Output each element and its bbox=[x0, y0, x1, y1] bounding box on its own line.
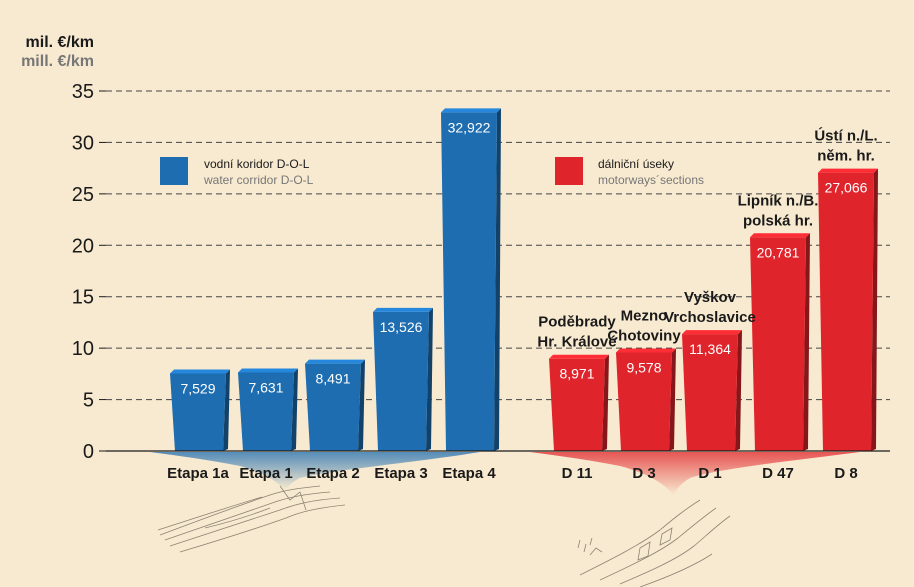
bar bbox=[170, 373, 226, 451]
y-tick-label: 0 bbox=[83, 441, 94, 463]
y-tick-label: 25 bbox=[72, 184, 94, 206]
legend-swatch-motorway bbox=[555, 157, 583, 185]
bar-side bbox=[426, 307, 433, 451]
y-tick-label: 35 bbox=[72, 81, 94, 103]
x-tick-label: D 11 bbox=[562, 465, 593, 482]
bar-top bbox=[441, 108, 501, 113]
bar-top bbox=[373, 307, 433, 312]
bar bbox=[750, 237, 806, 451]
bar-annotation: Vyškov bbox=[684, 289, 737, 306]
legend-motorway: dálniční úseky motorways´sections bbox=[555, 157, 704, 187]
bar-annotation: Hr. Králové bbox=[537, 334, 616, 351]
bar-top bbox=[305, 359, 365, 364]
data-label: 27,066 bbox=[825, 180, 868, 196]
bar bbox=[549, 358, 605, 451]
bar-annotation: Lipník n./B. bbox=[738, 192, 819, 209]
road-sketch bbox=[577, 499, 731, 587]
bar-top bbox=[818, 168, 878, 173]
bar-side bbox=[803, 233, 810, 451]
legend-label-water-en: water corridor D-O-L bbox=[203, 173, 314, 187]
bar-side bbox=[871, 168, 878, 451]
data-label: 20,781 bbox=[757, 244, 800, 260]
x-tick-label: Etapa 1a bbox=[167, 465, 229, 482]
bar-side bbox=[735, 330, 742, 451]
river-sketch bbox=[157, 485, 346, 553]
data-label: 8,491 bbox=[315, 371, 350, 387]
x-tick-label: Etapa 2 bbox=[306, 465, 359, 482]
bar-top bbox=[238, 368, 298, 373]
bar bbox=[441, 112, 497, 451]
x-tick-label: D 47 bbox=[762, 465, 794, 482]
y-axis-ticks: 0 5 10 15 20 25 30 35 bbox=[72, 81, 106, 463]
bar bbox=[238, 372, 294, 451]
x-tick-label: D 8 bbox=[834, 465, 857, 482]
y-axis-title: mil. €/km bbox=[26, 34, 94, 51]
bar-annotation: něm. hr. bbox=[817, 148, 875, 165]
bar-side bbox=[669, 348, 676, 451]
bar-annotation: Poděbrady bbox=[538, 314, 616, 331]
bar-top bbox=[682, 330, 742, 335]
y-tick-label: 30 bbox=[72, 132, 94, 154]
bars bbox=[170, 108, 878, 451]
y-tick-label: 20 bbox=[72, 235, 94, 257]
x-tick-label: D 1 bbox=[698, 465, 721, 482]
x-tick-label: D 3 bbox=[632, 465, 655, 482]
bar bbox=[818, 172, 874, 451]
data-label: 8,971 bbox=[559, 366, 594, 382]
bar-side bbox=[602, 354, 609, 451]
bar-annotation: polská hr. bbox=[743, 212, 813, 229]
bar-top bbox=[750, 233, 810, 238]
bar-annotation: Ústí n./L. bbox=[814, 127, 877, 145]
bar bbox=[682, 334, 738, 451]
y-axis-title-en: mill. €/km bbox=[21, 53, 94, 70]
bar-side bbox=[291, 368, 298, 451]
bar-annotation: Mezno bbox=[621, 307, 668, 324]
x-tick-label: Etapa 1 bbox=[239, 465, 292, 482]
bar-top bbox=[616, 348, 676, 353]
legend-swatch-water bbox=[160, 157, 188, 185]
decorative-illustration bbox=[150, 452, 860, 587]
legend-label-water: vodní koridor D-O-L bbox=[204, 157, 310, 171]
legend-water: vodní koridor D-O-L water corridor D-O-L bbox=[160, 157, 314, 187]
bar-top bbox=[549, 354, 609, 359]
data-label: 7,631 bbox=[248, 380, 283, 396]
y-tick-label: 10 bbox=[72, 338, 94, 360]
legend-label-motorway-en: motorways´sections bbox=[598, 173, 704, 187]
y-tick-label: 15 bbox=[72, 287, 94, 309]
bar-side bbox=[358, 359, 365, 451]
legend-label-motorway: dálniční úseky bbox=[598, 157, 674, 171]
x-tick-label: Etapa 4 bbox=[442, 465, 496, 482]
x-tick-label: Etapa 3 bbox=[374, 465, 427, 482]
data-label: 11,364 bbox=[689, 341, 731, 357]
bar-top bbox=[170, 369, 230, 374]
bar bbox=[305, 363, 361, 451]
bar-side bbox=[223, 369, 230, 451]
data-label: 32,922 bbox=[448, 119, 491, 135]
bar-side bbox=[494, 108, 501, 451]
data-label: 7,529 bbox=[180, 381, 215, 397]
bar-annotation: Vrchoslavice bbox=[664, 309, 756, 326]
data-label: 13,526 bbox=[380, 319, 423, 335]
bar-annotation: Chotoviny bbox=[607, 327, 681, 344]
data-label: 9,578 bbox=[626, 359, 661, 375]
bar bbox=[616, 352, 672, 451]
labels: 7,529 Etapa 1a 7,631 Etapa 1 8,491 Etapa 2 13,… bbox=[167, 119, 878, 482]
y-tick-label: 5 bbox=[83, 390, 94, 412]
bar bbox=[373, 311, 429, 451]
